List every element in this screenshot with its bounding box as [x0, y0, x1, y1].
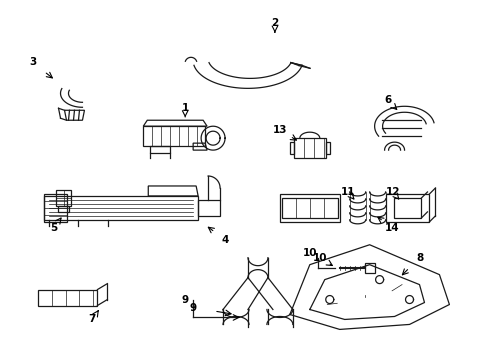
Text: 7: 7 [88, 314, 96, 324]
Text: 10: 10 [302, 248, 316, 258]
Text: 6: 6 [383, 95, 390, 105]
Text: 3: 3 [29, 58, 36, 67]
Text: 8: 8 [415, 253, 422, 263]
Text: 5: 5 [50, 223, 57, 233]
Text: 13: 13 [272, 125, 286, 135]
Text: 14: 14 [385, 223, 399, 233]
Text: 10: 10 [312, 253, 326, 263]
Text: 2: 2 [271, 18, 278, 28]
Text: 9: 9 [189, 302, 196, 312]
Text: 9: 9 [181, 294, 188, 305]
Text: 4: 4 [221, 235, 228, 245]
Text: 11: 11 [340, 187, 354, 197]
Text: 12: 12 [385, 187, 399, 197]
Text: 1: 1 [181, 103, 188, 113]
